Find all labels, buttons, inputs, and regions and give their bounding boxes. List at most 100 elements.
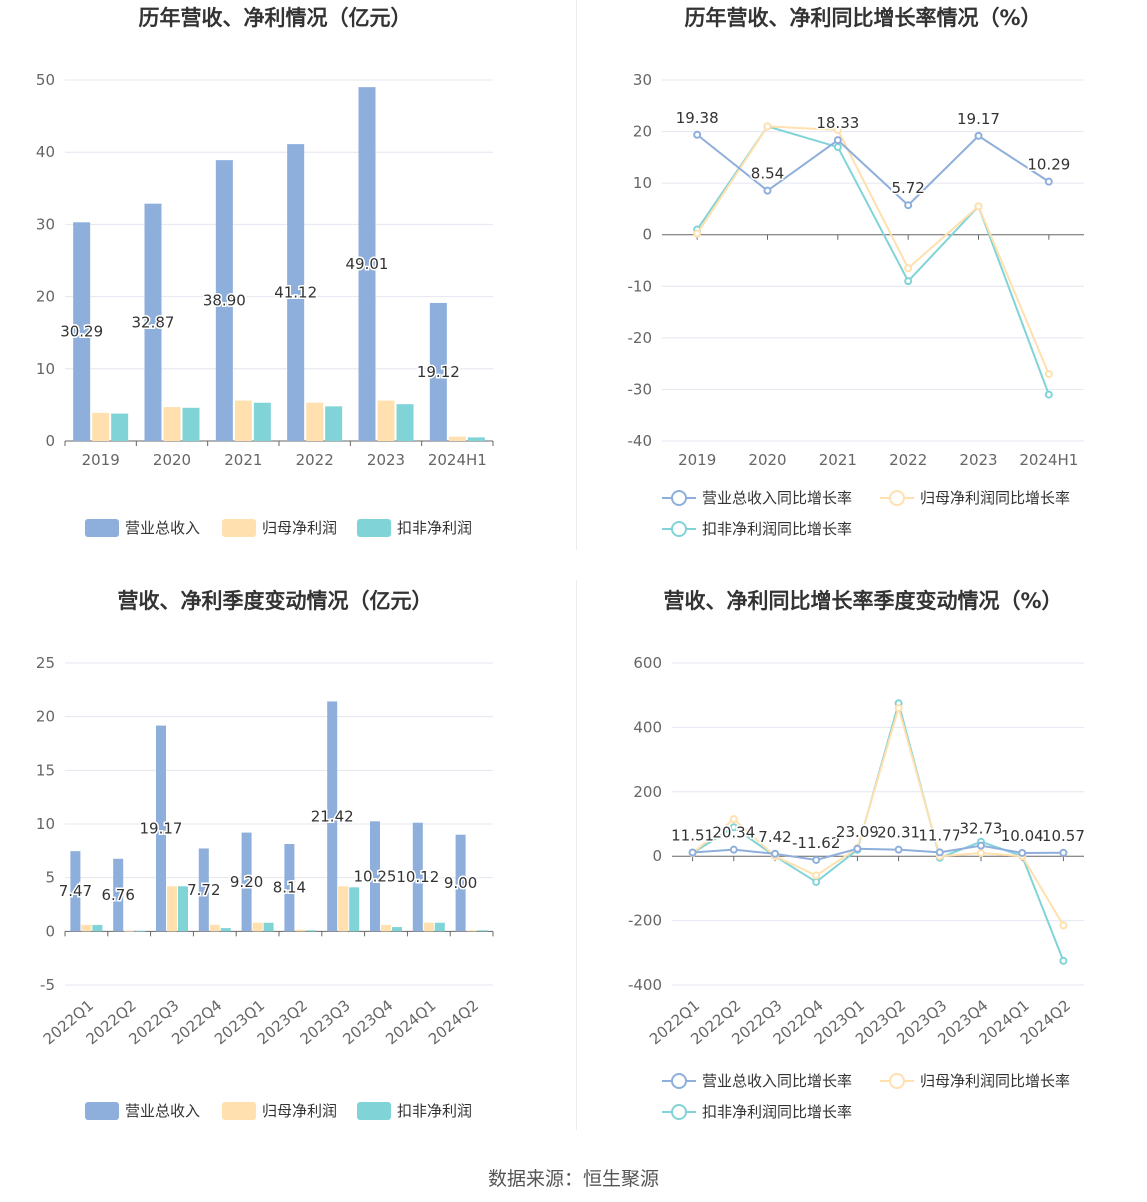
bar-0 <box>370 821 380 932</box>
legend-swatch <box>357 1102 391 1120</box>
bar-0 <box>455 834 466 932</box>
y-tick-label: -200 <box>628 912 662 930</box>
data-label: -11.62 <box>792 834 840 852</box>
data-label: 10.57 <box>1042 827 1085 845</box>
series-point-1 <box>1044 369 1053 378</box>
bar-2 <box>306 930 317 932</box>
bar-2 <box>434 922 445 932</box>
y-tick-label: 10 <box>36 815 55 833</box>
legend-swatch <box>222 1102 256 1120</box>
legend-label: 营业总收入同比增长率 <box>702 1072 852 1090</box>
y-tick-label: 30 <box>36 215 55 233</box>
legend-label: 营业总收入同比增长率 <box>702 489 852 507</box>
series-point-0 <box>1018 848 1027 857</box>
series-point-0 <box>729 845 738 854</box>
data-label: 10.12 <box>396 868 439 886</box>
y-tick-label: -10 <box>628 277 653 295</box>
legend-label: 扣非净利润 <box>397 519 472 537</box>
bar-0 <box>73 222 91 441</box>
series-point-1 <box>693 229 702 238</box>
legend-label: 扣非净利润同比增长率 <box>702 1103 852 1121</box>
y-tick-label: 20 <box>36 708 55 726</box>
series-point-0 <box>833 136 842 145</box>
y-tick-label: 20 <box>633 123 652 141</box>
legend-swatch <box>357 519 391 537</box>
annual-revenue-profit-panel: 历年营收、净利情况（亿元） 0 10 20 30 40 50 2019 2020 2021 2022… <box>0 0 573 580</box>
series-line-1 <box>691 704 1065 926</box>
y-tick-label: 10 <box>633 174 652 192</box>
series-point-2 <box>833 143 842 152</box>
legend-label: 归母净利润同比增长率 <box>920 1072 1070 1090</box>
series-point-2 <box>729 823 738 832</box>
data-label: 19.38 <box>676 109 719 127</box>
x-tick-label: 2024H1 <box>428 451 487 469</box>
series-point-1 <box>894 704 903 713</box>
y-tick-label: 400 <box>633 718 662 736</box>
data-label: 9.20 <box>230 873 263 891</box>
bar-2 <box>396 404 414 441</box>
bar-1 <box>92 412 110 441</box>
series-point-1 <box>974 202 983 211</box>
bar-0 <box>287 144 305 442</box>
x-tick-label: 2020 <box>748 451 786 469</box>
bar-1 <box>252 922 263 932</box>
bar-0 <box>327 701 338 932</box>
legend-label: 营业总收入 <box>125 519 200 537</box>
bar-0 <box>241 832 252 932</box>
data-label: 10.04 <box>1001 827 1044 845</box>
bar-1 <box>306 402 324 441</box>
data-label: 23.09 <box>836 823 879 841</box>
data-label: 5.72 <box>891 179 924 197</box>
bar-0 <box>412 822 423 932</box>
bar-2 <box>325 406 343 441</box>
y-tick-label: -400 <box>628 976 662 994</box>
series-point-0 <box>904 201 913 210</box>
y-tick-label: 20 <box>36 288 55 306</box>
bar-1 <box>381 924 391 932</box>
bar-1 <box>423 922 434 932</box>
x-tick-label: 2019 <box>82 451 120 469</box>
chart-title: 历年营收、净利同比增长率情况（%） <box>684 6 1041 30</box>
series-point-0 <box>771 849 779 858</box>
data-label: 41.12 <box>274 284 317 302</box>
bar-2 <box>135 930 146 932</box>
series-line-0 <box>692 844 1064 861</box>
series-point-0 <box>1044 177 1053 186</box>
series-point-0 <box>977 841 985 850</box>
legend-label: 归母净利润同比增长率 <box>920 489 1070 507</box>
x-tick-label: 2022 <box>889 451 927 469</box>
data-label: 6.76 <box>101 886 134 904</box>
quarterly-revenue-profit-chart: 营收、净利季度变动情况（亿元）-505101520252022Q12022Q22… <box>36 589 494 1120</box>
legend-marker <box>889 1073 905 1089</box>
data-label: 20.34 <box>712 824 755 842</box>
legend-label: 扣非净利润同比增长率 <box>702 520 852 538</box>
legend-marker <box>671 490 687 506</box>
bar-0 <box>144 203 162 441</box>
y-tick-label: 10 <box>36 360 55 378</box>
bar-1 <box>338 886 349 932</box>
data-label: 32.87 <box>132 313 175 331</box>
data-label: 32.73 <box>960 820 1003 838</box>
y-tick-label: -40 <box>628 432 653 450</box>
chart-title: 历年营收、净利情况（亿元） <box>139 6 412 30</box>
series-point-2 <box>1044 390 1053 399</box>
chart-title: 营收、净利同比增长率季度变动情况（%） <box>663 589 1062 613</box>
legend-swatch <box>85 519 119 537</box>
bar-0 <box>284 843 295 932</box>
series-line-0 <box>696 133 1050 207</box>
divider-bottom <box>576 580 577 1130</box>
data-label: 20.31 <box>877 824 920 842</box>
series-point-2 <box>904 277 913 286</box>
data-label: 10.25 <box>354 867 397 885</box>
y-tick-label: 40 <box>36 143 55 161</box>
x-tick-label: 2023 <box>959 451 997 469</box>
bar-1 <box>163 407 181 441</box>
x-tick-label: 2019 <box>678 451 716 469</box>
series-point-0 <box>974 131 983 140</box>
series-line-1 <box>696 125 1050 375</box>
bar-2 <box>477 930 488 932</box>
data-label: 19.17 <box>957 110 1000 128</box>
x-tick-label: 2021 <box>819 451 857 469</box>
bar-1 <box>377 400 395 441</box>
bar-1 <box>167 886 177 932</box>
